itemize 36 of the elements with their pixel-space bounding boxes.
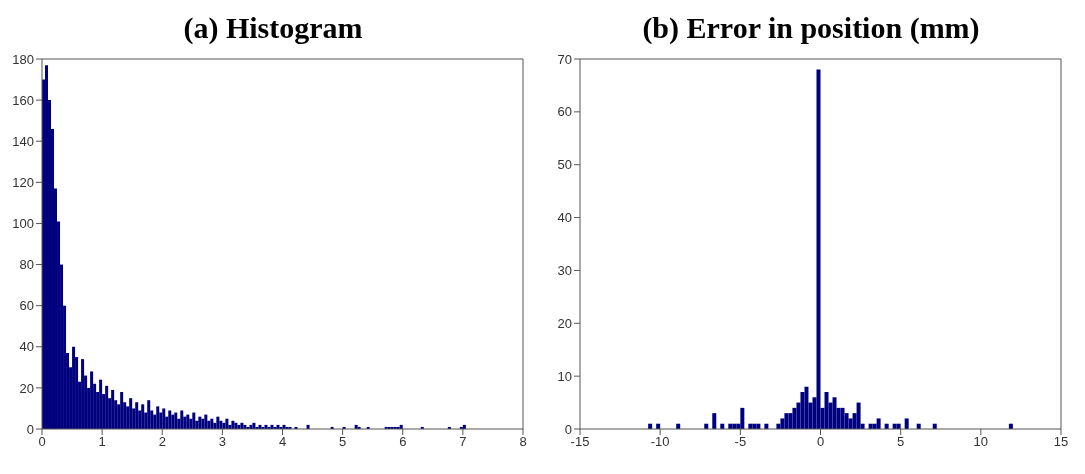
x-tick-label: 6 bbox=[399, 434, 407, 450]
y-tick-label: 20 bbox=[557, 315, 572, 331]
x-tick-label: 3 bbox=[218, 434, 226, 450]
y-tick-label: 50 bbox=[557, 157, 572, 173]
x-tick-label: 5 bbox=[339, 434, 347, 450]
x-tick-label: 0 bbox=[38, 434, 46, 450]
y-tick-label: 100 bbox=[12, 216, 34, 232]
y-tick-label: 80 bbox=[19, 257, 34, 273]
y-tick-label: 0 bbox=[564, 421, 572, 437]
y-tick-label: 60 bbox=[557, 104, 572, 120]
x-tick-label: 4 bbox=[278, 434, 287, 450]
y-tick-label: 30 bbox=[557, 263, 572, 279]
y-tick-label: 120 bbox=[12, 174, 34, 190]
x-tick-label: 7 bbox=[459, 434, 467, 450]
y-tick-label: 0 bbox=[26, 421, 34, 437]
x-tick-label: -5 bbox=[734, 434, 747, 450]
y-tick-label: 70 bbox=[557, 51, 572, 67]
y-tick-label: 60 bbox=[19, 298, 34, 314]
x-tick-label: 8 bbox=[519, 434, 527, 450]
chart-title: (b) Error in position (mm) bbox=[641, 10, 981, 46]
chart-title: (a) Histogram bbox=[182, 10, 364, 46]
y-tick-label: 10 bbox=[557, 368, 572, 384]
y-tick-label: 160 bbox=[12, 92, 34, 108]
x-tick-label: 2 bbox=[158, 434, 166, 450]
x-tick-label: -15 bbox=[570, 434, 590, 450]
x-tick-label: 0 bbox=[816, 434, 825, 450]
y-tick-label: 40 bbox=[19, 339, 34, 355]
x-tick-label: -10 bbox=[650, 434, 670, 450]
y-tick-label: 180 bbox=[12, 51, 34, 67]
x-tick-label: 15 bbox=[1053, 434, 1069, 450]
y-tick-label: 20 bbox=[19, 380, 34, 396]
y-tick-label: 40 bbox=[557, 210, 572, 226]
x-tick-label: 1 bbox=[98, 434, 106, 450]
x-tick-label: 10 bbox=[973, 434, 989, 450]
x-tick-label: 5 bbox=[897, 434, 905, 450]
y-tick-label: 140 bbox=[12, 133, 34, 149]
